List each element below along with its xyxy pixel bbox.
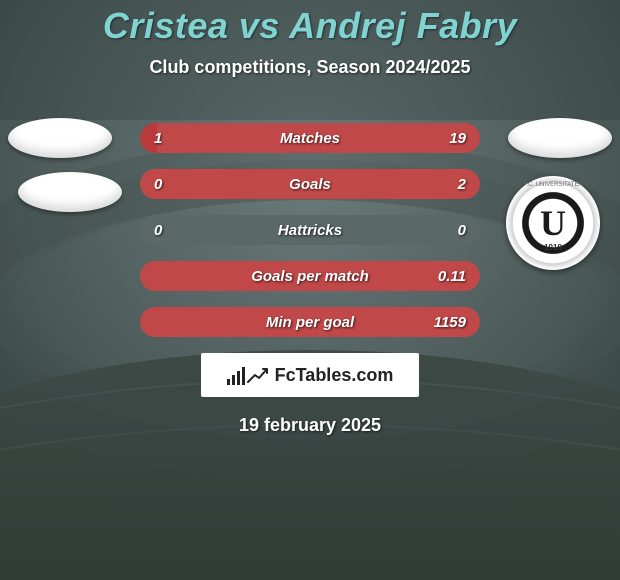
stat-row: 1 Matches 19 <box>140 123 480 153</box>
footer-bars-icon <box>227 365 269 385</box>
stat-value-left: 0 <box>154 176 162 193</box>
stat-row: 0 Goals 2 <box>140 169 480 199</box>
stat-row: Goals per match 0.11 <box>140 261 480 291</box>
stat-label: Min per goal <box>266 314 354 331</box>
stat-value-right: 2 <box>458 176 466 193</box>
comparison-title: Cristea vs Andrej Fabry <box>0 5 620 47</box>
comparison-date: 19 february 2025 <box>0 415 620 436</box>
stat-value-right: 1159 <box>434 314 466 331</box>
stat-label: Goals per match <box>251 268 369 285</box>
stat-value-left: 1 <box>154 130 162 147</box>
stat-value-right: 0 <box>458 222 466 239</box>
stat-value-right: 19 <box>449 130 466 147</box>
comparison-subtitle: Club competitions, Season 2024/2025 <box>0 57 620 78</box>
stat-row: 0 Hattricks 0 <box>140 215 480 245</box>
stat-label: Hattricks <box>278 222 342 239</box>
stat-value-left: 0 <box>154 222 162 239</box>
stats-container: 1 Matches 19 0 Goals 2 0 Hattricks 0 Goals per ma… <box>0 123 620 337</box>
stat-label: Matches <box>280 130 340 147</box>
footer-brand-logo: FcTables.com <box>201 353 419 397</box>
stat-value-right: 0.11 <box>438 268 466 285</box>
footer-brand-text: FcTables.com <box>275 365 394 386</box>
stat-label: Goals <box>289 176 331 193</box>
stat-row: Min per goal 1159 <box>140 307 480 337</box>
